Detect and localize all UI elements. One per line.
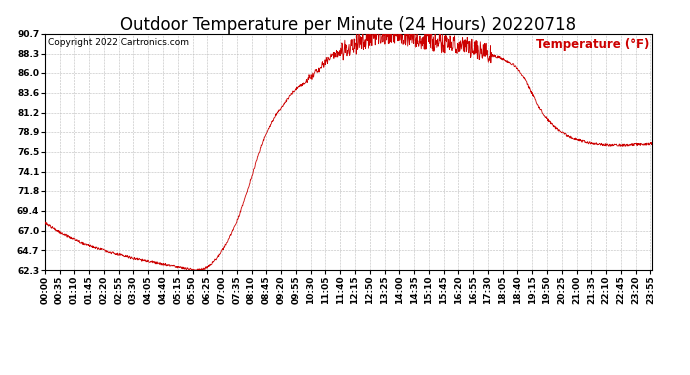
Text: Temperature (°F): Temperature (°F) — [535, 39, 649, 51]
Title: Outdoor Temperature per Minute (24 Hours) 20220718: Outdoor Temperature per Minute (24 Hours… — [120, 16, 577, 34]
Text: Copyright 2022 Cartronics.com: Copyright 2022 Cartronics.com — [48, 39, 189, 48]
